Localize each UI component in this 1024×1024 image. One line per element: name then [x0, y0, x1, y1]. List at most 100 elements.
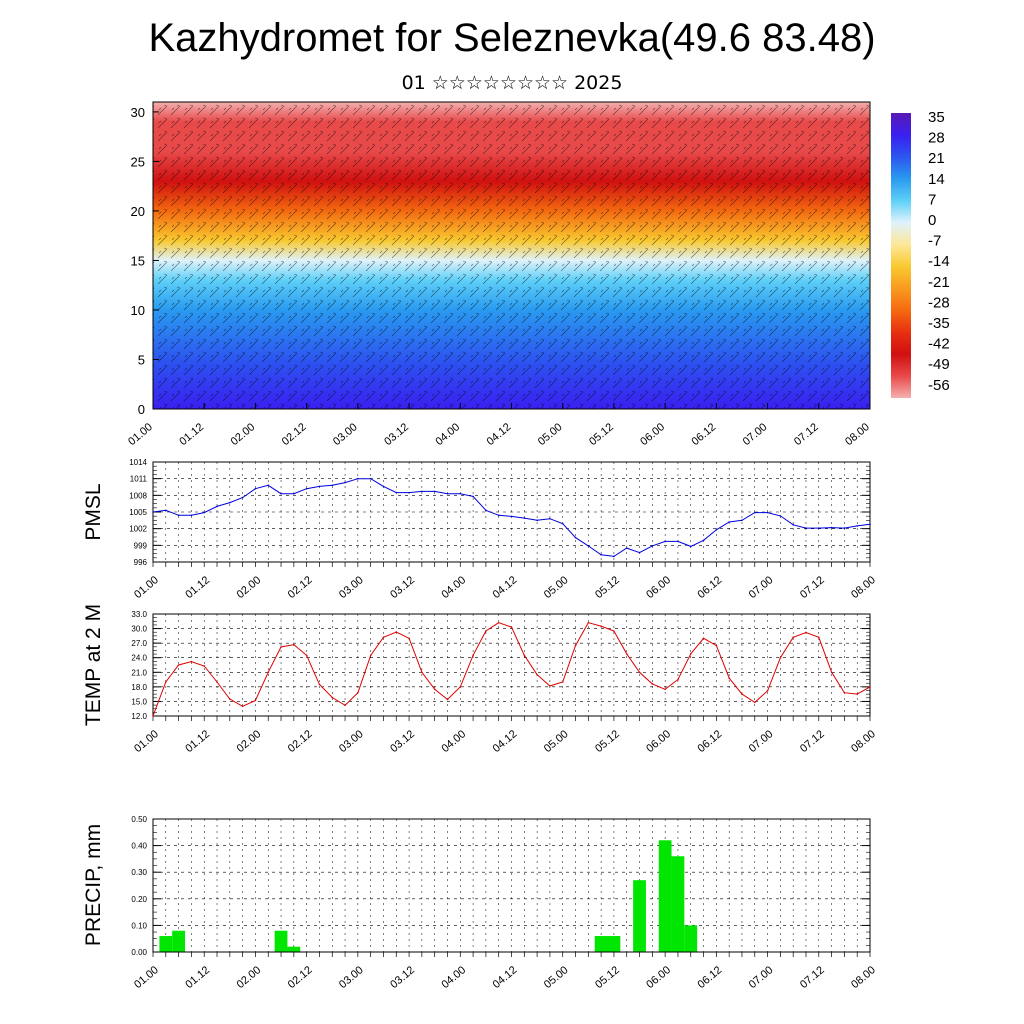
- colorbar-label: -49: [928, 356, 950, 373]
- pmsl-x-axis: 01.00 01.12 02.00 02.12 03.00 03.12 04.00 04.12…: [132, 562, 878, 601]
- series-point: [190, 660, 193, 663]
- ytick-label: 0.00: [131, 948, 147, 957]
- series-point: [165, 681, 167, 683]
- series-point: [331, 484, 334, 487]
- xtick-label: 02.12: [286, 574, 315, 601]
- series-point: [753, 701, 756, 704]
- colorbar-label: -21: [928, 274, 950, 291]
- series-point: [497, 514, 500, 517]
- series-point: [216, 681, 218, 683]
- series-point: [305, 654, 308, 657]
- xtick-label: 01.00: [132, 574, 161, 601]
- xtick-label: 05.00: [542, 964, 571, 991]
- xtick-label: 05.00: [542, 728, 571, 755]
- series-point: [267, 671, 270, 674]
- precip-x-axis: 01.00 01.12 02.00 02.12 03.00 03.12 04.00 04.12…: [132, 952, 878, 991]
- series-point: [728, 677, 730, 679]
- series-point: [357, 477, 359, 480]
- series-point: [241, 705, 244, 708]
- pmsl-series: [152, 477, 871, 558]
- pmsl-grid: [152, 461, 871, 563]
- series-point: [689, 653, 692, 655]
- series-point: [664, 540, 666, 543]
- heatmap-xtick-label: 02.00: [229, 421, 258, 448]
- temp-series: [152, 621, 871, 717]
- ytick-label: 999: [134, 541, 148, 550]
- series-point: [600, 553, 602, 556]
- xtick-label: 01.12: [183, 728, 212, 755]
- series-point: [433, 490, 436, 493]
- series-point: [651, 545, 654, 547]
- ytick-label: 12.0: [131, 712, 147, 721]
- series-point: [369, 654, 372, 657]
- colorbar-gradient: [891, 113, 911, 398]
- series-point: [254, 487, 257, 490]
- ytick-label: 1002: [129, 525, 147, 534]
- temp-frame: [152, 613, 871, 717]
- xtick-label: 07.12: [798, 728, 827, 755]
- series-point: [561, 522, 564, 525]
- series-point: [549, 517, 551, 520]
- xtick-label: 06.00: [644, 728, 673, 755]
- heatmap-ytick-label: 10: [131, 303, 145, 318]
- series-point: [523, 654, 526, 657]
- series-point: [344, 481, 346, 484]
- series-point: [203, 665, 206, 667]
- xtick-label: 07.00: [747, 728, 776, 755]
- ytick-label: 1014: [129, 458, 147, 467]
- series-point: [805, 527, 807, 529]
- xtick-label: 03.12: [388, 728, 417, 755]
- colorbar-labels: 35 28 21 14 7 0 -7 -14 -21 -28 -35 -42 -49 -56: [928, 109, 950, 394]
- xtick-label: 06.12: [695, 964, 724, 991]
- heatmap-xtick-label: 07.00: [741, 421, 770, 448]
- series-point: [408, 637, 410, 640]
- xtick-label: 02.12: [286, 964, 315, 991]
- series-point: [600, 625, 602, 627]
- xtick-label: 06.00: [644, 574, 673, 601]
- series-point: [446, 698, 449, 701]
- series-point: [421, 671, 423, 674]
- series-point: [856, 525, 858, 527]
- series-point: [613, 630, 615, 632]
- heatmap-xtick-label: 04.00: [433, 421, 462, 448]
- xtick-label: 03.12: [388, 574, 417, 601]
- series-point: [805, 631, 807, 634]
- series-point: [395, 631, 398, 633]
- series-point: [715, 528, 718, 531]
- colorbar-label: 7: [928, 191, 936, 208]
- heatmap-xtick-label: 06.00: [638, 421, 667, 448]
- series-point: [459, 686, 462, 688]
- series-point: [869, 686, 871, 688]
- heatmap-ytick-label: 30: [131, 105, 145, 120]
- ytick-label: 15.0: [131, 697, 147, 706]
- ytick-label: 0.40: [131, 842, 147, 851]
- ytick-label: 0.20: [131, 895, 147, 904]
- series-point: [689, 545, 692, 548]
- series-point: [472, 495, 474, 498]
- xtick-label: 04.00: [439, 964, 468, 991]
- series-point: [433, 688, 436, 691]
- series-point: [357, 691, 359, 694]
- precip-bar: [172, 930, 186, 952]
- temp-ylabel: TEMP at 2 M: [82, 604, 105, 726]
- series-point: [318, 485, 321, 488]
- ytick-label: 21.0: [131, 668, 147, 677]
- series-point: [561, 681, 564, 683]
- series-point: [229, 501, 231, 504]
- ytick-label: 33.0: [131, 610, 147, 619]
- series-point: [753, 511, 756, 514]
- series-point: [587, 621, 590, 624]
- series-point: [715, 644, 718, 647]
- series-point: [318, 683, 321, 686]
- xtick-label: 05.00: [542, 574, 571, 601]
- series-point: [472, 654, 474, 657]
- heatmap-y-axis: 0 5 10 15 20 25 30: [131, 105, 159, 417]
- series-point: [293, 492, 295, 495]
- colorbar-label: -42: [928, 336, 950, 353]
- series-point: [459, 492, 462, 495]
- xtick-label: 04.12: [491, 574, 520, 601]
- xtick-label: 06.12: [695, 574, 724, 601]
- temp-x-axis: 01.00 01.12 02.00 02.12 03.00 03.12 04.00 04.12…: [132, 716, 878, 755]
- series-point: [382, 485, 385, 488]
